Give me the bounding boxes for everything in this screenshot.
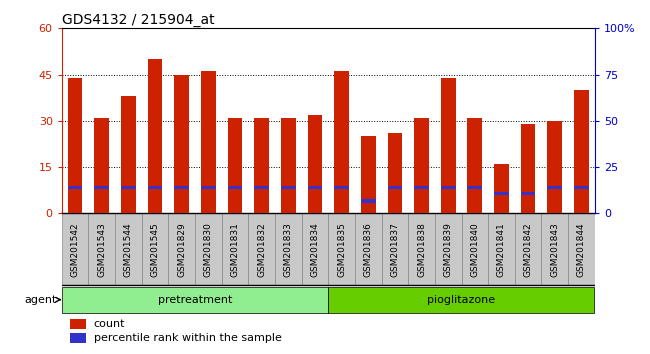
Text: GSM201842: GSM201842 <box>524 222 532 276</box>
Bar <box>462 213 488 285</box>
Text: GSM201841: GSM201841 <box>497 222 506 277</box>
Bar <box>307 185 322 189</box>
Bar <box>62 213 88 285</box>
Text: GSM201832: GSM201832 <box>257 222 266 277</box>
Bar <box>515 213 541 285</box>
Bar <box>382 213 408 285</box>
Bar <box>494 164 509 213</box>
Text: GSM201835: GSM201835 <box>337 222 346 277</box>
Bar <box>142 213 168 285</box>
Bar <box>68 78 83 213</box>
Bar <box>281 185 296 189</box>
Bar <box>328 213 355 285</box>
Text: agent: agent <box>24 295 57 305</box>
Bar <box>574 90 589 213</box>
Text: GSM201834: GSM201834 <box>311 222 319 277</box>
Bar <box>435 213 462 285</box>
Text: GSM201840: GSM201840 <box>471 222 479 277</box>
Text: GSM201838: GSM201838 <box>417 222 426 277</box>
Text: GSM201544: GSM201544 <box>124 222 133 276</box>
Bar <box>307 115 322 213</box>
Bar <box>148 185 162 189</box>
Bar <box>521 124 536 213</box>
Bar <box>334 185 349 189</box>
Bar <box>148 59 162 213</box>
Bar <box>521 192 536 195</box>
Bar <box>574 185 589 189</box>
Bar <box>414 185 429 189</box>
Bar <box>488 213 515 285</box>
Text: GSM201837: GSM201837 <box>391 222 399 277</box>
Bar <box>227 118 242 213</box>
Bar <box>254 185 269 189</box>
Bar <box>254 118 269 213</box>
Bar <box>62 287 328 313</box>
Text: percentile rank within the sample: percentile rank within the sample <box>94 333 281 343</box>
Bar <box>441 185 456 189</box>
Bar <box>355 213 382 285</box>
Bar <box>68 185 83 189</box>
Bar <box>467 118 482 213</box>
Bar <box>387 185 402 189</box>
Bar <box>222 213 248 285</box>
Bar <box>168 213 195 285</box>
Bar <box>248 213 275 285</box>
Bar <box>494 192 509 195</box>
Bar <box>174 75 189 213</box>
Text: GDS4132 / 215904_at: GDS4132 / 215904_at <box>62 13 214 27</box>
Bar <box>275 213 302 285</box>
Bar <box>227 185 242 189</box>
Bar <box>70 333 86 343</box>
Bar <box>201 185 216 189</box>
Bar <box>302 213 328 285</box>
Bar <box>334 72 349 213</box>
Bar <box>281 118 296 213</box>
Bar <box>88 213 115 285</box>
Text: GSM201829: GSM201829 <box>177 222 186 277</box>
Bar <box>121 96 136 213</box>
Text: count: count <box>94 319 125 329</box>
Text: GSM201833: GSM201833 <box>284 222 292 277</box>
Bar <box>541 213 568 285</box>
Bar <box>414 118 429 213</box>
Bar <box>94 118 109 213</box>
Bar <box>94 185 109 189</box>
Bar <box>201 72 216 213</box>
Text: GSM201542: GSM201542 <box>71 222 79 276</box>
Text: pretreatment: pretreatment <box>158 295 232 305</box>
Bar <box>387 133 402 213</box>
Text: GSM201830: GSM201830 <box>204 222 213 277</box>
Bar <box>361 199 376 202</box>
Text: GSM201844: GSM201844 <box>577 222 586 276</box>
Text: GSM201543: GSM201543 <box>98 222 106 277</box>
Bar <box>441 78 456 213</box>
Bar <box>568 213 595 285</box>
Bar <box>547 185 562 189</box>
Bar <box>547 121 562 213</box>
Bar <box>115 213 142 285</box>
Bar <box>121 185 136 189</box>
Bar <box>467 185 482 189</box>
Bar <box>361 136 376 213</box>
Bar <box>195 213 222 285</box>
Bar <box>174 185 189 189</box>
Text: GSM201831: GSM201831 <box>231 222 239 277</box>
Text: GSM201843: GSM201843 <box>551 222 559 277</box>
Text: GSM201545: GSM201545 <box>151 222 159 277</box>
Text: GSM201839: GSM201839 <box>444 222 452 277</box>
Bar <box>408 213 435 285</box>
Bar <box>70 319 86 329</box>
Text: GSM201836: GSM201836 <box>364 222 372 277</box>
Text: pioglitazone: pioglitazone <box>428 295 495 305</box>
Bar <box>328 287 594 313</box>
